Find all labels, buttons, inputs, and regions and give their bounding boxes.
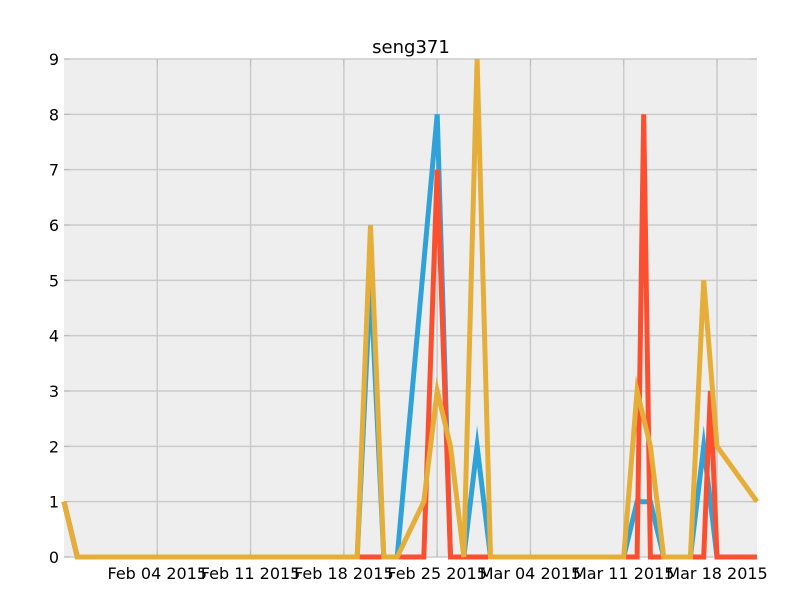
x-tick-label: Feb 25 2015 bbox=[387, 564, 487, 583]
x-tick-label: Feb 18 2015 bbox=[294, 564, 394, 583]
x-tick-label: Feb 04 2015 bbox=[107, 564, 207, 583]
y-tick-label: 4 bbox=[49, 327, 59, 346]
y-tick-label: 5 bbox=[49, 271, 59, 290]
y-tick-label: 1 bbox=[49, 493, 59, 512]
x-tick-label: Mar 11 2015 bbox=[573, 564, 674, 583]
x-tick-label: Mar 18 2015 bbox=[666, 564, 767, 583]
y-axis-ticks: 0 1 2 3 4 5 6 7 8 9 bbox=[49, 50, 59, 567]
series-line-3 bbox=[61, 58, 760, 560]
x-tick-label: Feb 11 2015 bbox=[201, 564, 301, 583]
series-lines bbox=[61, 58, 760, 560]
y-tick-label: 6 bbox=[49, 216, 59, 235]
series-line-2 bbox=[61, 114, 757, 560]
y-tick-label: 2 bbox=[49, 437, 59, 456]
y-tick-label: 8 bbox=[49, 105, 59, 124]
y-tick-label: 3 bbox=[49, 382, 59, 401]
x-tick-label: Mar 04 2015 bbox=[480, 564, 581, 583]
chart-title: seng371 bbox=[372, 37, 450, 58]
y-tick-label: 7 bbox=[49, 161, 59, 180]
y-tick-label: 0 bbox=[49, 548, 59, 567]
y-tick-label: 9 bbox=[49, 50, 59, 69]
